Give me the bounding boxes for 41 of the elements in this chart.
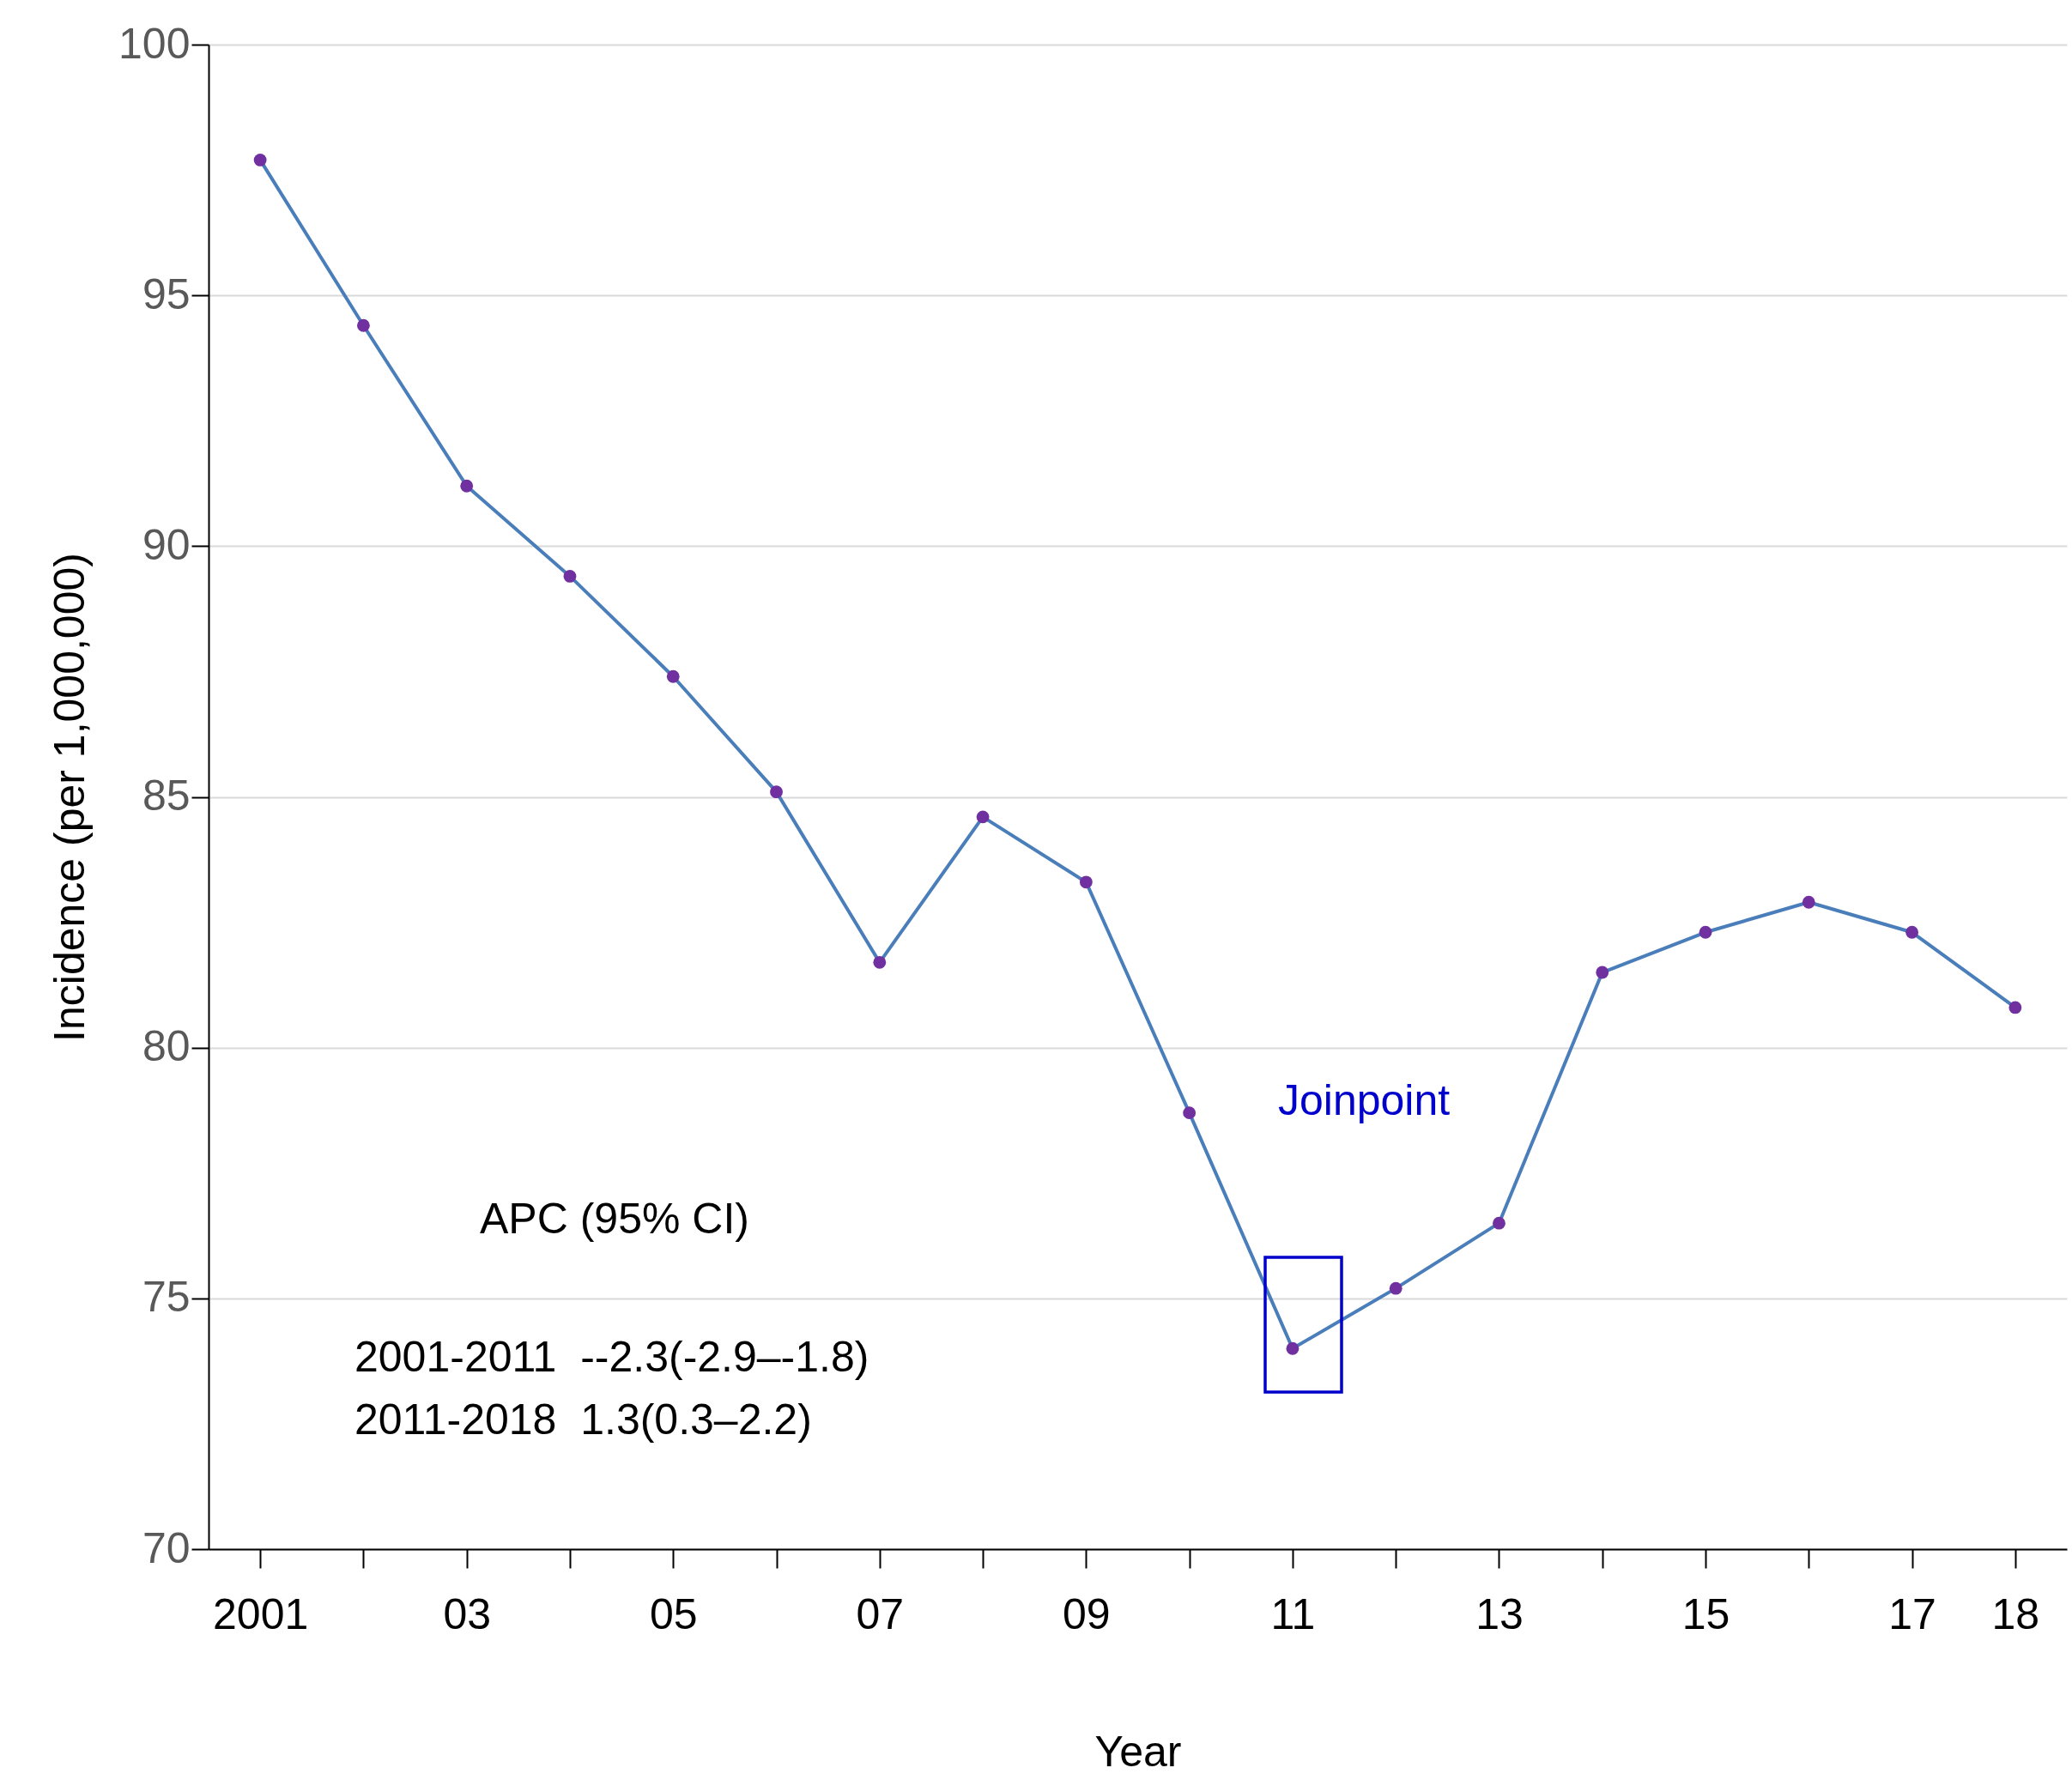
point <box>563 569 577 583</box>
x-tick-label: 2001 <box>213 1589 309 1638</box>
point <box>2008 1001 2022 1014</box>
point <box>1389 1281 1403 1295</box>
annotation: Joinpoint <box>1278 1076 1451 1124</box>
point <box>1079 875 1093 889</box>
y-axis-title: Incidence (per 1,000,000) <box>45 553 94 1042</box>
point <box>357 318 370 332</box>
point <box>1183 1106 1197 1120</box>
point <box>460 479 474 493</box>
point <box>976 810 990 824</box>
point <box>666 669 680 683</box>
y-tick-label: 100 <box>118 19 191 68</box>
point <box>253 154 267 166</box>
x-tick-label: 03 <box>443 1589 492 1638</box>
point <box>1905 925 1918 939</box>
x-tick-label: 17 <box>1888 1589 1936 1638</box>
x-tick-label: 13 <box>1475 1589 1524 1638</box>
point <box>1596 966 1609 979</box>
point <box>770 785 783 799</box>
x-tick-label: 09 <box>1063 1589 1111 1638</box>
x-tick-label: 18 <box>1991 1589 2040 1638</box>
y-tick-label: 95 <box>142 269 191 318</box>
point <box>1286 1341 1300 1355</box>
x-tick-label: 05 <box>649 1589 698 1638</box>
point <box>1699 925 1712 939</box>
y-tick-label: 80 <box>142 1022 191 1071</box>
y-tick-label: 75 <box>142 1273 191 1322</box>
x-axis-title: Year <box>1094 1727 1182 1776</box>
y-tick-label: 70 <box>142 1523 191 1572</box>
x-tick-label: 07 <box>856 1589 905 1638</box>
annotation: APC (95% CI) <box>480 1195 749 1243</box>
point <box>1493 1216 1506 1230</box>
point <box>873 955 887 969</box>
x-tick-label: 11 <box>1270 1589 1316 1638</box>
point <box>1802 895 1815 909</box>
y-tick-label: 90 <box>142 520 191 569</box>
annotation: 2001-2011 --2.3(-2.9–-1.8) <box>354 1333 869 1381</box>
annotation: 2011-2018 1.3(0.3–2.2) <box>354 1395 812 1444</box>
x-tick-label: 15 <box>1681 1589 1730 1638</box>
y-tick-label: 85 <box>142 772 191 820</box>
